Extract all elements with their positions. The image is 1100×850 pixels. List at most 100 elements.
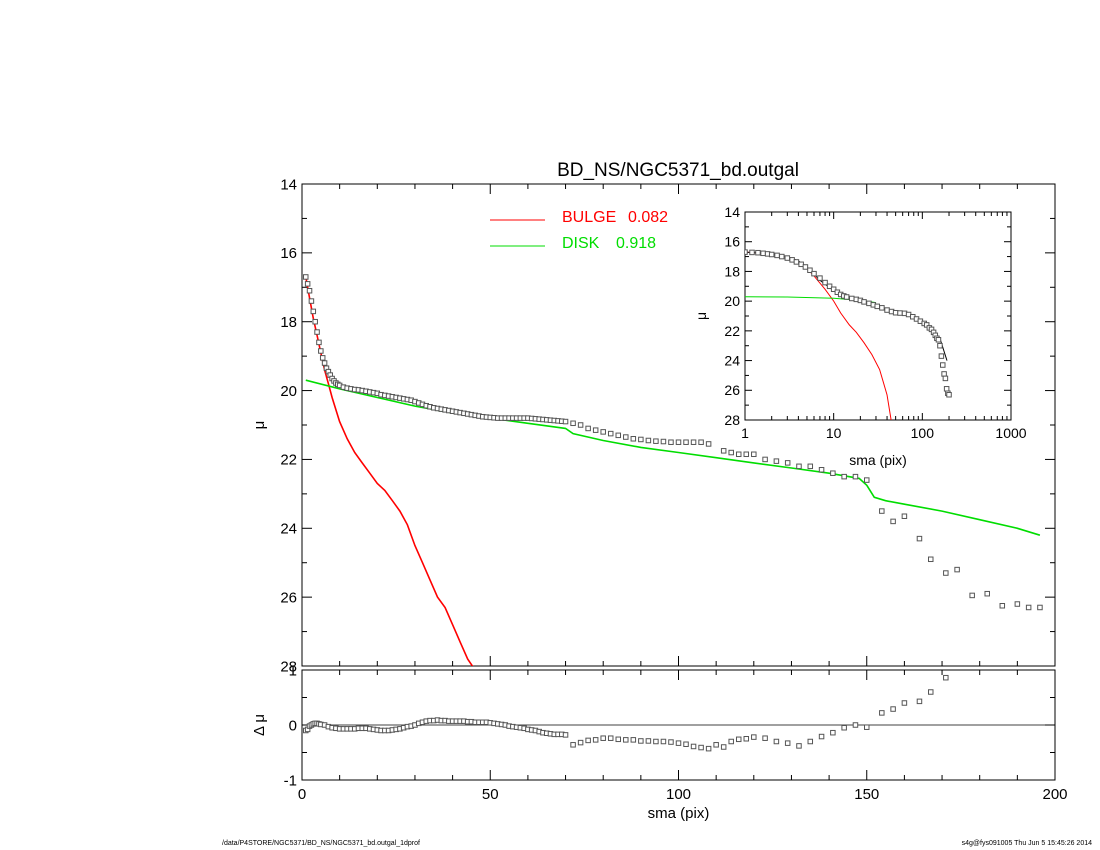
data-point [1037,604,1043,611]
y-tick-label: 24 [724,352,740,368]
data-point [773,738,780,745]
data-point [615,432,622,439]
data-point [884,307,890,313]
plot-frame [744,211,1012,421]
chart-title: BD_NS/NGC5371_bd.outgal [557,160,799,181]
data-point [319,355,326,361]
data-point [745,249,748,255]
data-point [864,477,870,483]
data-point [999,603,1006,609]
data-point [303,274,309,280]
data-point [675,740,682,746]
data-point [698,439,704,445]
data-point [774,252,780,259]
legend: BULGE 0.082 DISK 0.918 [490,209,668,252]
data-point [720,448,727,454]
data-point [928,689,934,695]
data-point [321,360,328,366]
data-point [818,733,825,740]
data-point [935,337,942,343]
data-point [784,255,791,261]
data-point [653,738,659,745]
y-axis-label: μ [251,421,268,430]
data-point [713,742,719,748]
legend-value-bulge: 0.082 [628,209,668,226]
data-point [306,287,313,294]
data-point [861,299,867,305]
data-point [592,427,599,433]
y-tick-label: 1 [289,662,297,679]
footer-path: /data/P4STORE/NGC5371/BD_NS/NGC5371_bd.o… [222,840,420,847]
data-point [1025,604,1032,611]
legend-value-disk: 0.918 [616,235,656,252]
data-point [937,342,943,349]
data-point [984,590,990,597]
data-point [304,281,311,287]
data-point [690,439,697,445]
data-point [751,451,757,458]
data-point [916,698,923,705]
data-point [940,362,946,368]
data-point [660,738,667,745]
data-point [773,458,780,464]
x-tick-label: 100 [911,425,935,441]
data-point [570,742,576,748]
data-point [705,745,712,752]
data-point [879,710,885,716]
data-point [570,420,576,427]
series-line-bulge [305,276,474,666]
data-point [897,310,903,316]
x-tick-label: 150 [854,786,879,803]
data-point [943,674,949,681]
data-point [802,264,809,270]
data-point [864,724,870,730]
data-point [690,743,697,750]
legend-label-bulge: BULGE [562,209,616,226]
data-point [675,439,682,445]
data-point [779,253,785,260]
inset-plot: 1 10 100 1000 14 16 18 20 22 24 26 28 sma (pix) μ [693,204,1027,468]
data-point [623,737,629,743]
data-point [668,739,674,745]
data-point [807,463,814,470]
data-point [879,305,885,311]
data-point [943,386,950,392]
data-point [310,308,317,315]
x-tick-label: 50 [482,786,499,803]
data-point [784,460,791,466]
data-point [874,303,880,310]
data-point [892,309,899,316]
data-point [852,722,859,728]
data-point [638,436,644,443]
data-point [630,436,637,442]
data-point [607,735,614,741]
data-point [683,741,689,747]
y-tick-label: 18 [280,314,297,331]
y-tick-label: 0 [289,717,297,734]
x-tick-label: 100 [666,786,691,803]
series-line-model [745,251,948,361]
data-point [879,508,885,514]
series-group [303,674,949,752]
data-point [938,353,945,359]
y-axis-label: μ [693,312,709,320]
data-point [600,429,606,435]
x-tick-label: 200 [1042,786,1067,803]
data-point [890,706,896,712]
data-point [807,738,814,745]
y-tick-label: 14 [724,204,740,220]
data-point [762,456,768,463]
data-point [600,735,606,741]
data-point [928,556,934,563]
data-point [308,298,315,304]
data-point [585,737,591,744]
data-point [890,518,896,525]
data-point [916,535,923,542]
x-tick-label: 1 [741,425,749,441]
y-axis-label: Δ μ [251,714,268,736]
data-point [762,735,768,741]
series-group [745,249,952,420]
data-point [849,295,855,302]
y-tick-label: 22 [724,323,740,339]
data-point [866,300,872,307]
